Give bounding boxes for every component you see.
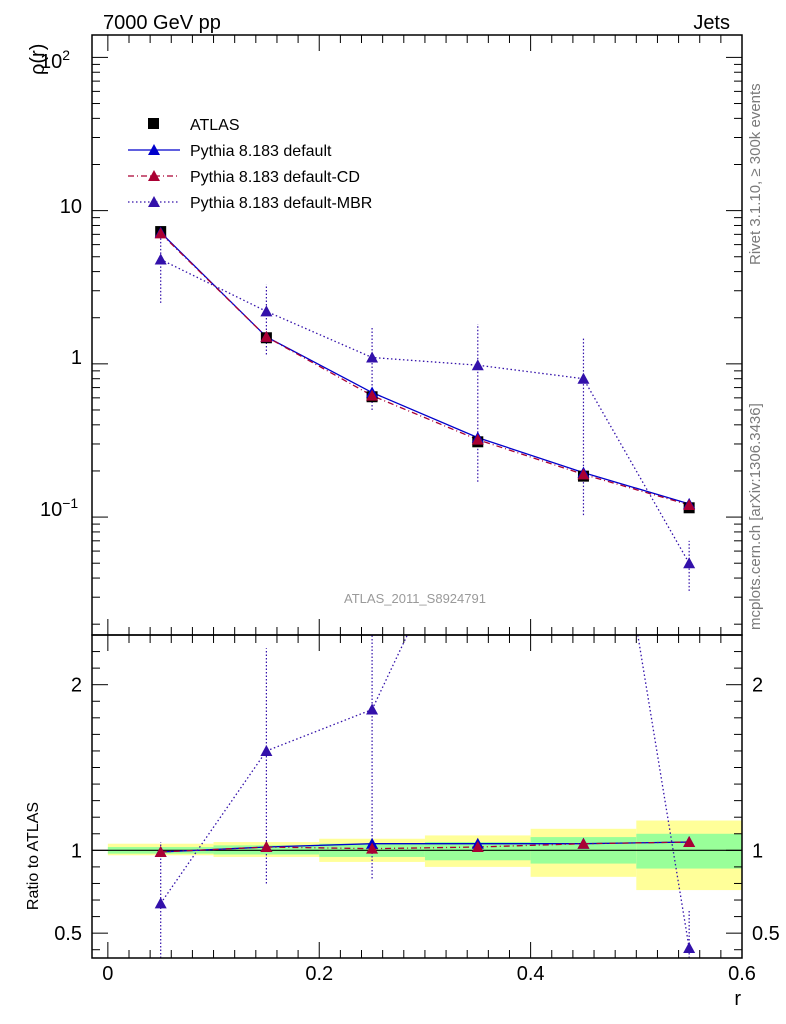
series-line-segment — [372, 846, 478, 850]
x-tick-label: 0 — [102, 963, 113, 985]
legend-label-mbr: Pythia 8.183 default-MBR — [190, 195, 372, 212]
series-line-segment — [477, 843, 584, 848]
main-y-axis-title: ρ(r) — [27, 44, 49, 75]
mcplots-reference-label: mcplots.cern.ch [arXiv:1306.3436] — [747, 403, 764, 630]
data-point — [366, 703, 379, 715]
series-line-segment — [637, 634, 690, 949]
y-tick-label-10: 10 — [60, 196, 82, 218]
ratio-frame — [91, 634, 743, 959]
ratio-y-tick-label-right: 2 — [752, 675, 763, 697]
series-line-segment — [160, 750, 267, 904]
data-point — [471, 433, 484, 445]
x-axis-title: r — [734, 988, 741, 1010]
data-point — [577, 468, 590, 480]
series-line-segment — [583, 841, 690, 845]
legend-label-default: Pythia 8.183 default — [190, 143, 332, 160]
series-line — [160, 232, 690, 506]
ratio-y-tick-label: 1 — [71, 840, 82, 862]
ratio-data-layer — [154, 634, 696, 958]
data-point — [260, 305, 273, 317]
analysis-id-label: ATLAS_2011_S8924791 — [344, 591, 486, 606]
y-tick-label-0.1: 10−1 — [40, 495, 78, 521]
legend-marker-cd — [148, 170, 160, 181]
data-point — [366, 389, 379, 401]
ratio-y-tick-label: 0.5 — [54, 923, 82, 945]
data-point — [577, 372, 590, 384]
data-point — [683, 498, 696, 510]
data-point — [683, 836, 696, 848]
data-point — [683, 557, 696, 569]
data-point — [577, 837, 590, 849]
process-label: Jets — [693, 12, 730, 34]
ratio-bands-layer — [92, 820, 742, 891]
legend-marker-default — [148, 144, 160, 155]
data-point — [154, 227, 167, 239]
series-line — [160, 232, 690, 505]
main-data-layer — [154, 226, 696, 591]
y-tick-label-1: 1 — [71, 347, 82, 369]
rivet-version-label: Rivet 3.1.10, ≥ 300k events — [747, 83, 764, 265]
data-point — [260, 744, 273, 756]
series-line-segment — [266, 843, 373, 848]
data-point — [154, 897, 167, 909]
data-point — [154, 845, 167, 857]
x-tick-label: 0.6 — [728, 963, 756, 985]
legend-marker-mbr — [148, 196, 160, 207]
legend-marker-atlas — [148, 118, 159, 129]
ratio-y-axis-title: Ratio to ATLAS — [25, 802, 42, 910]
data-point — [683, 942, 696, 954]
series-line-segment — [266, 708, 373, 752]
series-line-segment — [371, 634, 408, 710]
x-tick-label: 0.2 — [305, 963, 333, 985]
y-tick-label-100: 102 — [40, 47, 70, 73]
collision-label: 7000 GeV pp — [103, 12, 221, 34]
legend-label-cd: Pythia 8.183 default-CD — [190, 169, 360, 186]
ratio-ticks-layer: 0.5 0.5 1 1 2 2 0 0.2 0.4 0.6 — [54, 635, 780, 985]
data-point — [154, 253, 167, 265]
data-point — [260, 841, 273, 853]
legend-label-atlas: ATLAS — [190, 117, 240, 134]
ratio-panel: 0.5 0.5 1 1 2 2 0 0.2 0.4 0.6 — [54, 634, 780, 985]
series-line — [160, 258, 690, 564]
data-point — [260, 330, 273, 342]
data-point — [366, 351, 379, 363]
data-point — [471, 841, 484, 853]
x-tick-label: 0.4 — [517, 963, 545, 985]
ratio-y-tick-label: 2 — [71, 675, 82, 697]
data-point — [366, 842, 379, 854]
main-ticks-layer — [92, 35, 743, 635]
ratio-y-tick-label-right: 0.5 — [752, 923, 780, 945]
legend: ATLAS Pythia 8.183 default Pythia 8.183 … — [128, 117, 372, 212]
data-point — [471, 359, 484, 371]
series-line-segment — [160, 846, 267, 853]
series-line-segment — [266, 846, 373, 850]
ratio-y-tick-label-right: 1 — [752, 840, 763, 862]
main-panel — [91, 34, 743, 636]
